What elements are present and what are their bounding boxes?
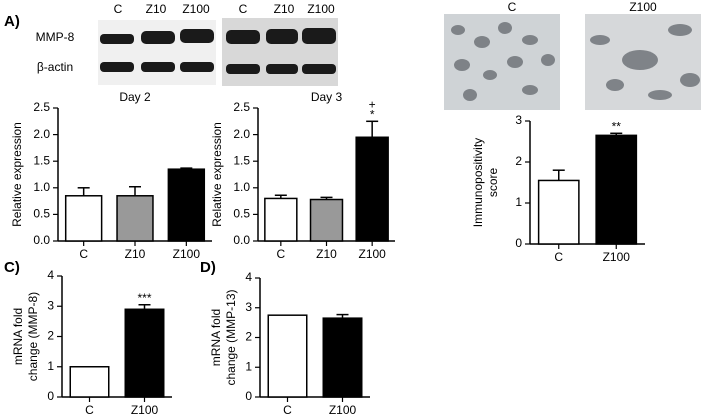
- bar: [267, 314, 308, 398]
- y-tick-label: 1.5: [233, 153, 250, 167]
- x-tick-label: Z100: [358, 247, 386, 261]
- chart-title: Day 3: [311, 90, 343, 104]
- y-tick-label: 1.0: [233, 180, 250, 194]
- x-tick-label: C: [79, 247, 88, 261]
- bar: [124, 308, 165, 398]
- panel-label: D): [200, 259, 216, 276]
- x-tick-label: Z100: [329, 403, 357, 417]
- bar: [309, 198, 344, 242]
- y-tick-label: 2.0: [233, 127, 250, 141]
- cells: [451, 22, 700, 101]
- bar: [595, 134, 638, 245]
- micrograph-label: Z100: [629, 0, 657, 14]
- y-axis-label: score: [486, 168, 500, 198]
- y-axis-label: change (MMP-13): [224, 289, 238, 385]
- annotation: ***: [137, 291, 151, 305]
- y-tick-label: 0.0: [33, 233, 50, 247]
- x-tick-label: C: [276, 247, 285, 261]
- blot-row-label: MMP-8: [36, 30, 75, 44]
- y-tick-label: 0.0: [233, 233, 250, 247]
- y-tick-label: 1: [245, 359, 252, 373]
- y-tick-label: 0.5: [233, 207, 250, 221]
- annotation: *: [370, 107, 375, 121]
- x-tick-label: Z10: [316, 247, 337, 261]
- y-tick-label: 0: [47, 389, 54, 403]
- x-tick-label: C: [283, 403, 292, 417]
- y-tick-label: 3: [245, 300, 252, 314]
- y-axis-label: mRNA fold: [11, 308, 25, 365]
- y-tick-label: 1.5: [33, 153, 50, 167]
- chart-title: Day 2: [119, 90, 151, 104]
- y-tick-label: 2: [515, 154, 522, 168]
- y-tick-label: 0: [515, 236, 522, 250]
- bar: [167, 168, 206, 242]
- x-tick-label: Z100: [131, 403, 159, 417]
- blot-column-label: C: [114, 2, 123, 16]
- y-tick-label: 2: [47, 329, 54, 343]
- y-tick-label: 2.5: [233, 100, 250, 114]
- y-tick-label: 3: [47, 298, 54, 312]
- y-axis-label: mRNA fold: [209, 309, 223, 366]
- y-tick-label: 4: [245, 270, 252, 284]
- panel-label: A): [4, 13, 20, 30]
- blot-row-label: β-actin: [37, 60, 73, 74]
- panel-label: C): [4, 259, 20, 276]
- y-tick-label: 2: [245, 330, 252, 344]
- blot-column-label: Z100: [307, 2, 335, 16]
- blot-column-label: Z100: [182, 2, 210, 16]
- blot-bands: [100, 28, 336, 74]
- y-axis-label: Relative expression: [210, 122, 224, 227]
- y-tick-label: 4: [47, 268, 54, 282]
- x-tick-label: Z100: [603, 250, 631, 264]
- y-tick-label: 3: [515, 113, 522, 127]
- y-tick-label: 2.0: [33, 127, 50, 141]
- bar: [355, 136, 389, 242]
- blot-column-label: Z10: [146, 2, 167, 16]
- bar: [537, 179, 580, 245]
- bar: [116, 195, 154, 242]
- blot-column-label: Z10: [274, 2, 295, 16]
- y-tick-label: 2.5: [33, 100, 50, 114]
- bar: [69, 366, 110, 398]
- x-tick-label: Z10: [125, 247, 146, 261]
- y-tick-label: 1.0: [33, 180, 50, 194]
- y-tick-label: 0: [245, 389, 252, 403]
- y-tick-label: 1: [515, 195, 522, 209]
- y-tick-label: 0.5: [33, 207, 50, 221]
- y-tick-label: 1: [47, 359, 54, 373]
- bar: [64, 195, 103, 242]
- annotation: +: [369, 97, 376, 111]
- blot-column-label: C: [239, 2, 248, 16]
- annotation: **: [612, 119, 622, 133]
- x-tick-label: C: [85, 403, 94, 417]
- micrograph-label: C: [508, 0, 517, 14]
- y-axis-label: Relative expression: [10, 122, 24, 227]
- bar: [322, 317, 363, 398]
- x-tick-label: C: [554, 250, 563, 264]
- y-axis-label: change (MMP-8): [26, 292, 40, 381]
- x-tick-label: Z100: [173, 247, 201, 261]
- bar: [264, 197, 298, 242]
- y-axis-label: Immunopositivity: [471, 138, 485, 227]
